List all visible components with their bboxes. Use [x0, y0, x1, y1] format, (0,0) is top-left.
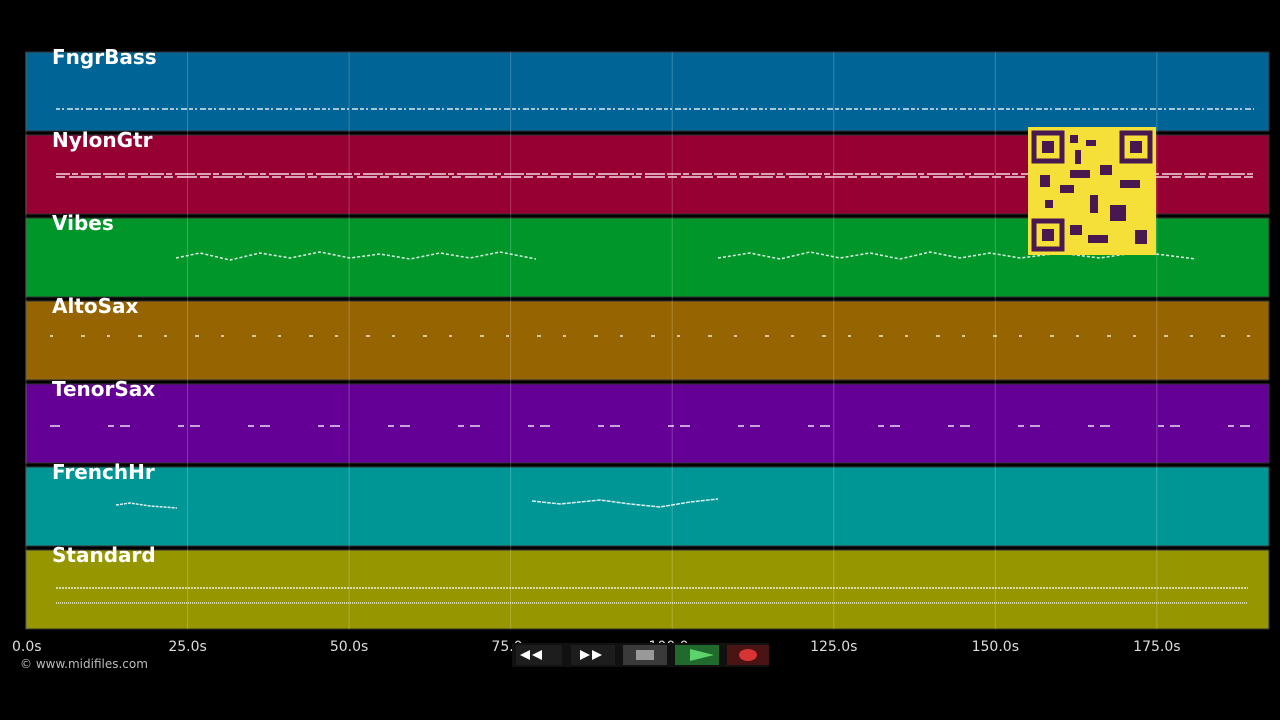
- time-axis: 0.0s25.0s50.0s75.0s100.0s125.0s150.0s175…: [12, 639, 1181, 655]
- track-name: FrenchHr: [52, 460, 155, 484]
- track-name: TenorSax: [52, 377, 155, 401]
- qr-code: [1028, 127, 1156, 255]
- tick-label: 125.0s: [810, 639, 857, 655]
- track-name: FngrBass: [52, 45, 157, 69]
- track-lane: [25, 51, 1270, 132]
- credit: © www.midifiles.com: [20, 657, 148, 671]
- play-button[interactable]: [675, 645, 719, 665]
- stop-button[interactable]: [623, 645, 667, 665]
- track-lane: [25, 300, 1270, 381]
- track-name: AltoSax: [52, 294, 139, 318]
- transport-controls: [512, 643, 769, 667]
- track-name: NylonGtr: [52, 128, 153, 152]
- record-button[interactable]: [727, 645, 769, 665]
- tick-label: 150.0s: [972, 639, 1019, 655]
- track-name: Standard: [52, 543, 156, 567]
- tick-label: 50.0s: [330, 639, 368, 655]
- rewind-button[interactable]: [516, 645, 562, 665]
- track-lane: [25, 383, 1270, 464]
- grid: [25, 52, 1158, 629]
- tick-label: 175.0s: [1133, 639, 1180, 655]
- tick-label: 0.0s: [12, 639, 42, 655]
- fast-forward-button[interactable]: [571, 645, 615, 665]
- track-name: Vibes: [52, 211, 114, 235]
- track-lane: [25, 549, 1270, 630]
- tick-label: 25.0s: [168, 639, 206, 655]
